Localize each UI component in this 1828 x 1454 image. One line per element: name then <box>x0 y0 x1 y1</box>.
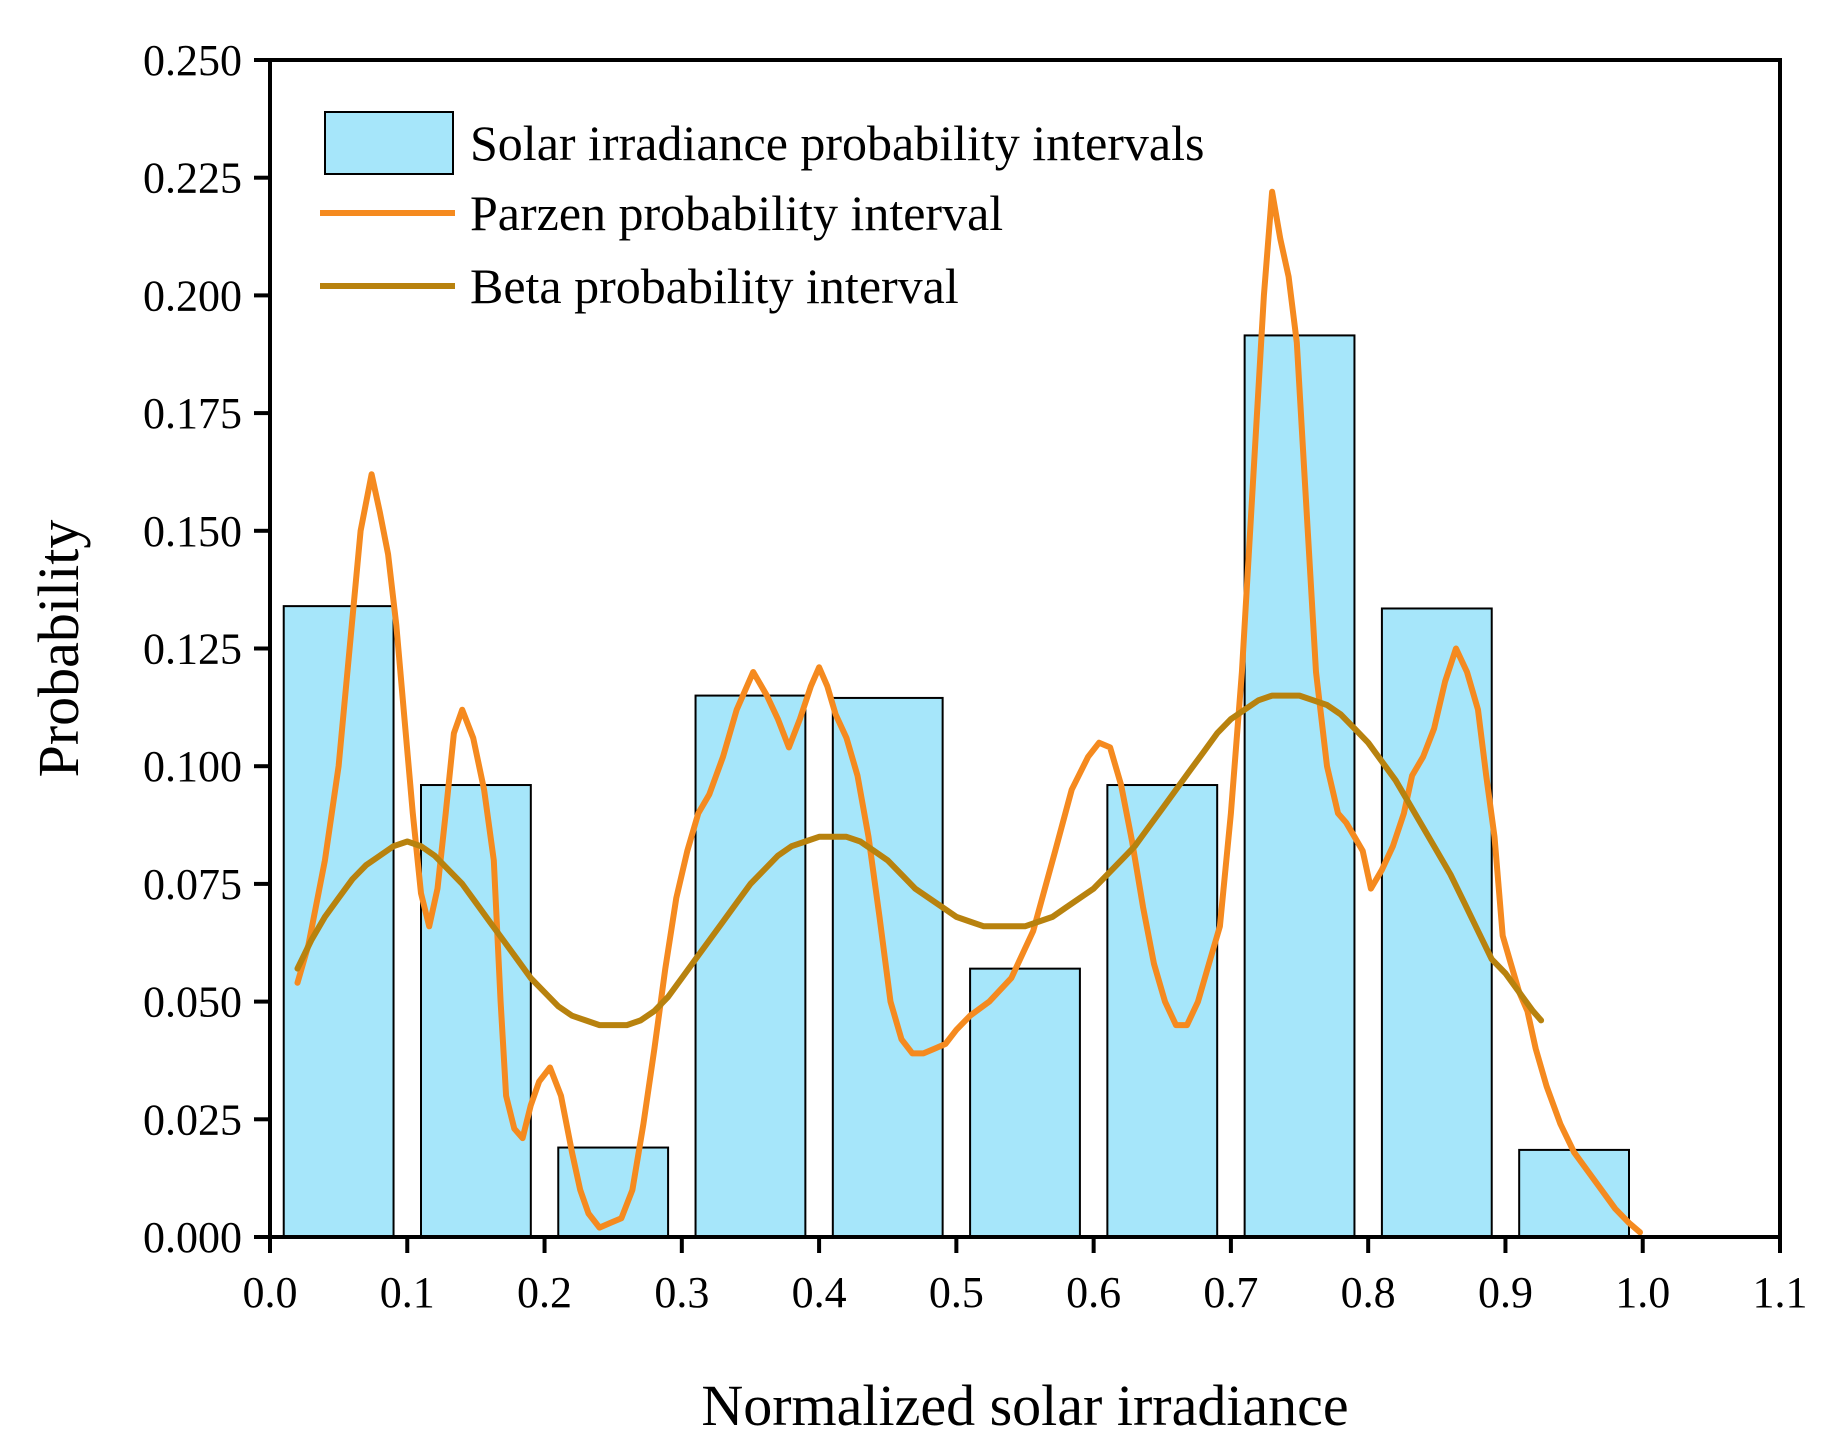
histogram-bar <box>694 694 807 1238</box>
bars-layer <box>282 334 1630 1238</box>
x-tick-label: 1.1 <box>1753 1268 1808 1317</box>
x-tick-label: 0.4 <box>792 1268 847 1317</box>
parzen-line <box>294 188 1643 1236</box>
x-tick-label: 0.7 <box>1203 1268 1258 1317</box>
y-tick-label: 0.200 <box>143 271 242 320</box>
y-tick-label: 0.250 <box>143 36 242 85</box>
beta-line <box>294 692 1545 1029</box>
histogram-bar <box>1106 784 1219 1238</box>
histogram-bar <box>1518 1148 1630 1238</box>
x-tick-label: 0.9 <box>1478 1268 1533 1317</box>
y-axis-title: Probability <box>26 520 91 778</box>
x-tick-label: 0.0 <box>243 1268 298 1317</box>
legend-bar-swatch <box>324 111 454 175</box>
axes-layer: 0.0 0.1 0.2 0.3 0.4 0.5 0.6 0.7 0.8 0.9 1.0 1.1 0.00… <box>143 36 1808 1317</box>
y-tick-label: 0.150 <box>143 507 242 556</box>
y-tick-label: 0.000 <box>143 1213 242 1262</box>
legend-beta-label: Beta probability interval <box>470 258 959 314</box>
histogram-bar <box>969 967 1081 1238</box>
x-tick-label: 1.0 <box>1615 1268 1670 1317</box>
legend-bar-label: Solar irradiance probability intervals <box>470 115 1204 171</box>
y-tick-label: 0.075 <box>143 860 242 909</box>
y-tick-label: 0.050 <box>143 978 242 1027</box>
y-tick-label: 0.100 <box>143 742 242 791</box>
histogram-bar <box>1243 334 1356 1238</box>
x-tick-label: 0.2 <box>517 1268 572 1317</box>
x-axis-title: Normalized solar irradiance <box>701 1373 1348 1438</box>
x-tick-label: 0.3 <box>654 1268 709 1317</box>
x-tick-label: 0.8 <box>1341 1268 1396 1317</box>
x-tick-label: 0.6 <box>1066 1268 1121 1317</box>
lines-layer <box>294 188 1643 1236</box>
legend: Solar irradiance probability intervals P… <box>320 111 1204 314</box>
x-tick-label: 0.1 <box>380 1268 435 1317</box>
histogram-bar <box>420 784 532 1238</box>
y-tick-label: 0.125 <box>143 625 242 674</box>
y-tick-label: 0.225 <box>143 154 242 203</box>
x-tick-label: 0.5 <box>929 1268 984 1317</box>
legend-parzen-label: Parzen probability interval <box>470 185 1003 241</box>
histogram-bar <box>282 605 395 1238</box>
y-tick-label: 0.025 <box>143 1095 242 1144</box>
y-tick-label: 0.175 <box>143 389 242 438</box>
